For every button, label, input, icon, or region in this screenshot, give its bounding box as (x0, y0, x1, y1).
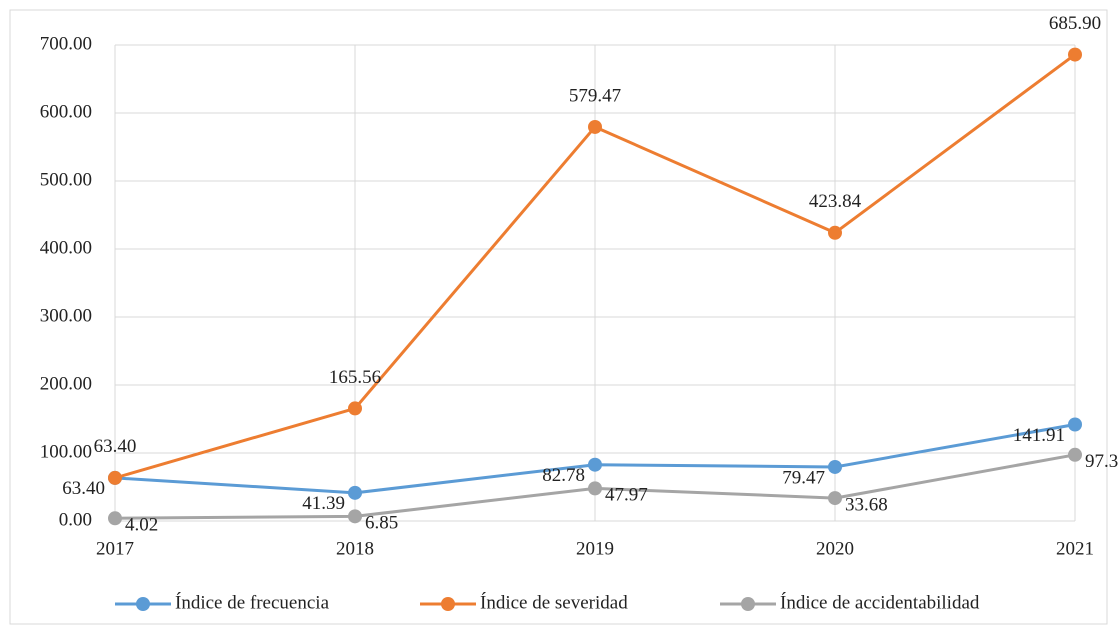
data-label: 63.40 (62, 478, 105, 499)
data-label: 33.68 (845, 494, 888, 515)
y-tick-label: 100.00 (40, 441, 92, 462)
data-label: 579.47 (569, 85, 621, 106)
marker (1068, 47, 1082, 62)
data-label: 63.40 (94, 436, 137, 457)
data-label: 82.78 (542, 465, 585, 486)
x-tick-label: 2021 (1056, 538, 1094, 559)
data-label: 685.90 (1049, 13, 1101, 34)
x-tick-label: 2020 (816, 538, 854, 559)
data-label: 423.84 (809, 191, 862, 212)
y-tick-label: 400.00 (40, 237, 92, 258)
y-tick-label: 700.00 (40, 33, 92, 54)
marker (588, 457, 602, 472)
legend-marker (741, 597, 755, 611)
marker (828, 225, 842, 240)
marker (588, 119, 602, 134)
data-label: 41.39 (302, 493, 345, 514)
marker (348, 509, 362, 524)
marker (588, 481, 602, 496)
x-tick-label: 2018 (336, 538, 374, 559)
marker (828, 491, 842, 506)
legend-marker (136, 597, 150, 611)
data-label: 141.91 (1013, 425, 1065, 446)
data-label: 97.34 (1085, 451, 1118, 472)
marker (1068, 417, 1082, 432)
y-tick-label: 500.00 (40, 169, 92, 190)
marker (348, 485, 362, 500)
marker (108, 511, 122, 526)
marker (108, 470, 122, 485)
legend-marker (441, 597, 455, 611)
legend-label: Índice de accidentabilidad (780, 591, 980, 613)
legend-label: Índice de frecuencia (175, 591, 330, 613)
x-tick-label: 2019 (576, 538, 614, 559)
data-label: 79.47 (782, 467, 825, 488)
data-label: 6.85 (365, 513, 398, 534)
data-label: 4.02 (125, 515, 158, 536)
marker (828, 459, 842, 474)
data-label: 165.56 (329, 367, 381, 388)
marker (348, 401, 362, 416)
y-tick-label: 200.00 (40, 373, 92, 394)
y-tick-label: 600.00 (40, 101, 92, 122)
marker (1068, 447, 1082, 462)
x-tick-label: 2017 (96, 538, 134, 559)
y-tick-label: 300.00 (40, 305, 92, 326)
y-tick-label: 0.00 (59, 509, 92, 530)
legend-label: Índice de severidad (480, 591, 628, 613)
data-label: 47.97 (605, 485, 648, 506)
